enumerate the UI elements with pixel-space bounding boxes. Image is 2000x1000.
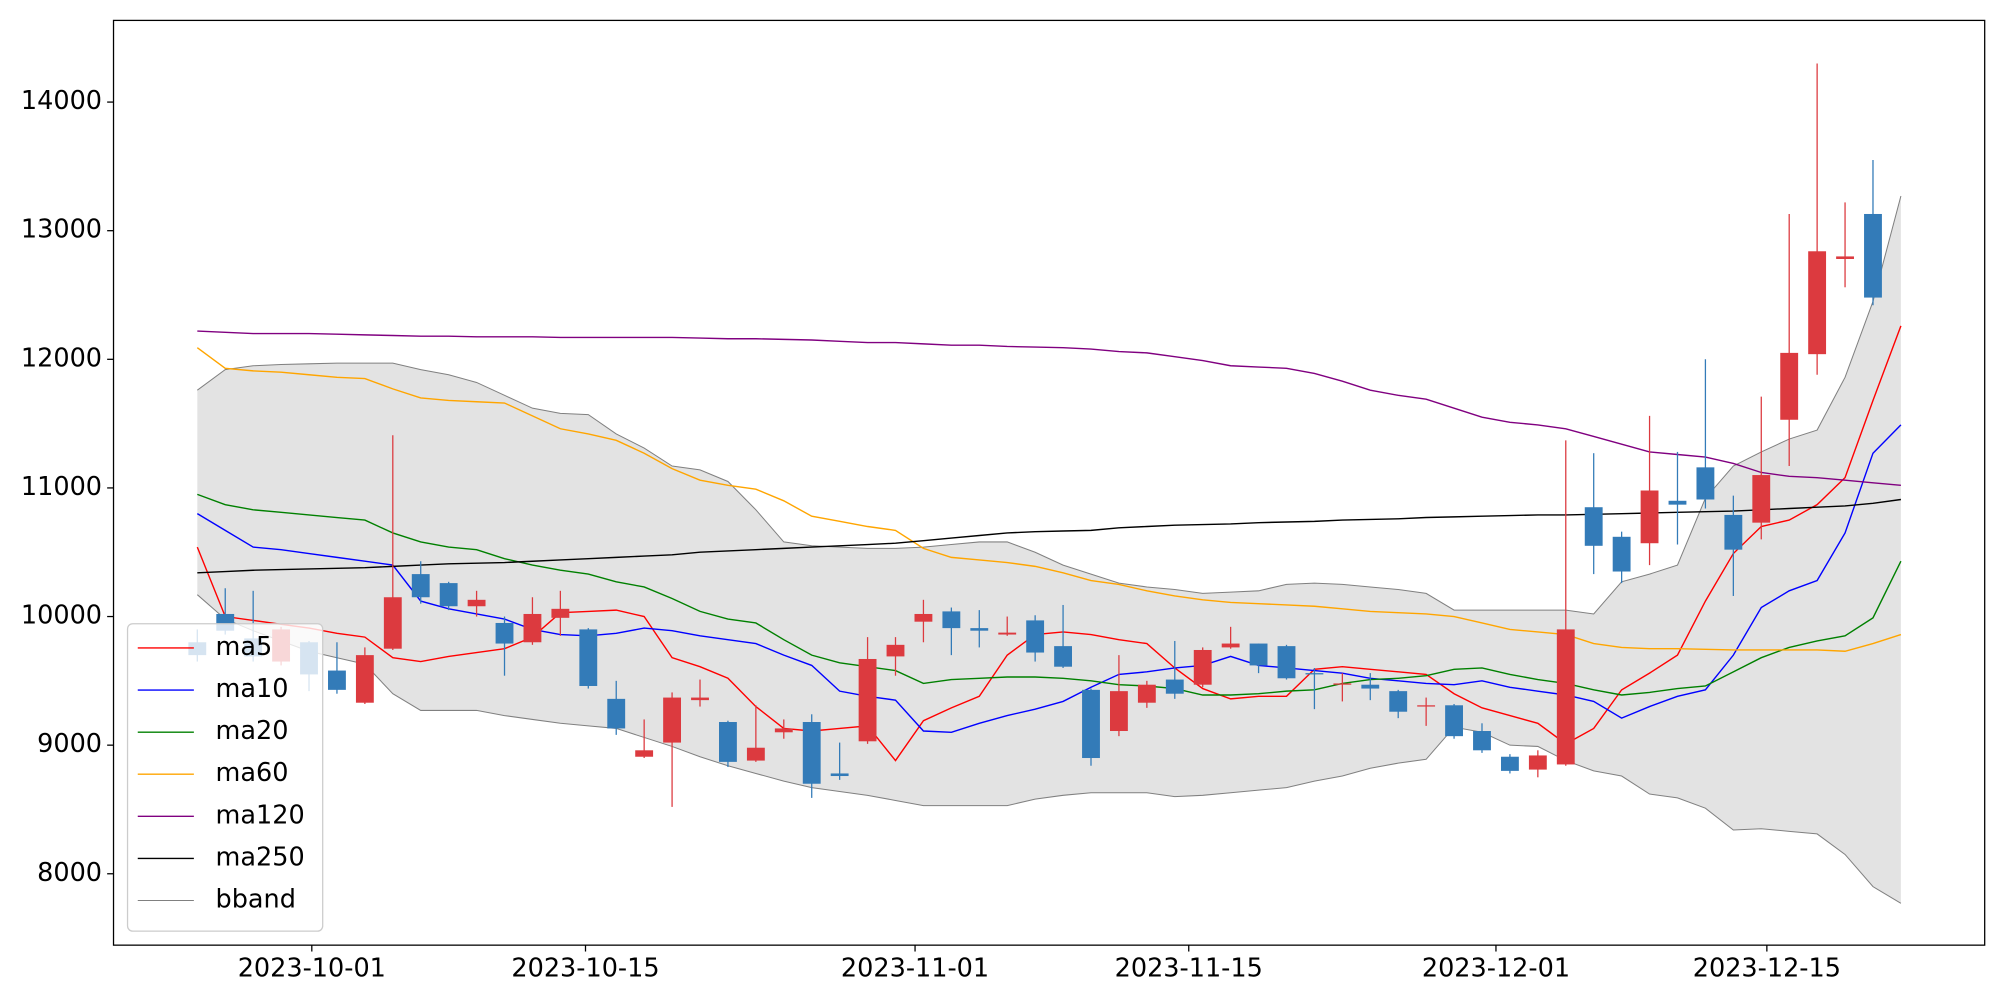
candle-body xyxy=(439,583,458,607)
candle-body xyxy=(830,773,849,777)
y-tick-label: 13000 xyxy=(21,215,102,245)
legend-label: bband xyxy=(216,885,296,915)
candle-body xyxy=(607,698,626,729)
candle-layer xyxy=(188,63,1882,807)
candle-body xyxy=(1193,649,1212,685)
y-tick-label: 14000 xyxy=(21,86,102,116)
y-tick-label: 11000 xyxy=(21,472,102,502)
candle-body xyxy=(1054,646,1072,667)
candle-body xyxy=(1724,514,1743,550)
candle-body xyxy=(1305,673,1324,675)
candle-body xyxy=(1864,213,1882,298)
line-layer xyxy=(196,325,1902,762)
legend-label: ma5 xyxy=(216,632,273,662)
candle-body xyxy=(663,697,682,743)
candle-body xyxy=(998,632,1017,635)
candle-body xyxy=(383,597,402,649)
candle-body xyxy=(328,670,346,690)
candle-body xyxy=(914,613,933,622)
x-tick-label: 2023-12-15 xyxy=(1693,953,1841,983)
candle-body xyxy=(1556,629,1575,765)
x-tick-label: 2023-11-01 xyxy=(841,953,989,983)
legend: ma5 ma10 ma20 ma60 ma120 ma250 bband xyxy=(126,623,324,932)
candle-body xyxy=(1389,691,1408,712)
y-tick-label: 8000 xyxy=(37,858,102,888)
candle-body xyxy=(1500,756,1519,771)
candle-body xyxy=(1473,731,1491,751)
ma-line xyxy=(196,424,1902,734)
x-tick-label: 2023-12-01 xyxy=(1422,953,1570,983)
legend-label: ma250 xyxy=(216,842,305,872)
candle-body xyxy=(1836,256,1854,259)
plot-frame xyxy=(112,19,1986,946)
legend-label: ma60 xyxy=(216,758,289,788)
candle-body xyxy=(467,599,486,607)
candle-body xyxy=(942,611,961,629)
ma-line xyxy=(197,330,1901,487)
candle-body xyxy=(1584,507,1603,546)
legend-label: ma20 xyxy=(216,716,289,746)
candle-body xyxy=(1612,536,1631,572)
axis-layer: 8000 9000 10000 11000 12000 13000 14000 2023-10… xyxy=(21,19,1986,983)
candle-body xyxy=(802,722,821,784)
candle-body xyxy=(1137,684,1156,703)
candle-body xyxy=(1165,679,1184,694)
ma-line xyxy=(196,347,1902,652)
candle-body xyxy=(1277,646,1296,679)
candle-body xyxy=(1445,705,1463,737)
candle-body xyxy=(1109,691,1128,732)
candle-body xyxy=(774,728,793,733)
band-edge xyxy=(196,594,1902,904)
y-tick-label: 12000 xyxy=(21,343,102,373)
x-tick-label: 2023-10-15 xyxy=(511,953,659,983)
candle-body xyxy=(1780,352,1799,420)
candle-body xyxy=(719,722,737,762)
candle-body xyxy=(1668,500,1687,505)
band-edge xyxy=(197,195,1902,615)
ma-line xyxy=(197,498,1902,574)
candle-body xyxy=(746,747,765,761)
candle-body xyxy=(523,613,542,643)
candle-body xyxy=(635,750,654,757)
candle-body xyxy=(1528,755,1547,770)
ma-line xyxy=(197,493,1902,696)
band-layer xyxy=(196,195,1902,904)
candle-body xyxy=(1026,620,1045,653)
candle-body xyxy=(1333,683,1352,685)
candle-body xyxy=(1417,705,1436,707)
x-tick-label: 2023-10-01 xyxy=(238,953,386,983)
candle-body xyxy=(1249,643,1268,666)
legend-label: ma10 xyxy=(216,674,289,704)
legend-box xyxy=(126,623,324,932)
legend-label: ma120 xyxy=(216,800,305,830)
candle-body xyxy=(1082,689,1100,759)
candle-body xyxy=(858,658,877,742)
candle-body xyxy=(970,628,989,631)
candle-body xyxy=(579,629,598,686)
candle-body xyxy=(1696,467,1715,500)
candle-body xyxy=(411,574,430,598)
candle-body xyxy=(1640,490,1659,544)
candle-body xyxy=(691,697,709,701)
candle-body xyxy=(551,608,570,618)
candle-body xyxy=(1808,251,1827,355)
candle-body xyxy=(1221,643,1240,648)
candle-body xyxy=(1752,475,1771,523)
candle-body xyxy=(886,644,905,657)
x-tick-label: 2023-11-15 xyxy=(1115,953,1263,983)
candle-body xyxy=(495,622,514,644)
candle-body xyxy=(355,655,374,703)
ma-line xyxy=(196,325,1902,762)
candle-body xyxy=(1361,684,1380,689)
y-tick-label: 10000 xyxy=(21,601,102,631)
y-tick-label: 9000 xyxy=(37,729,102,759)
